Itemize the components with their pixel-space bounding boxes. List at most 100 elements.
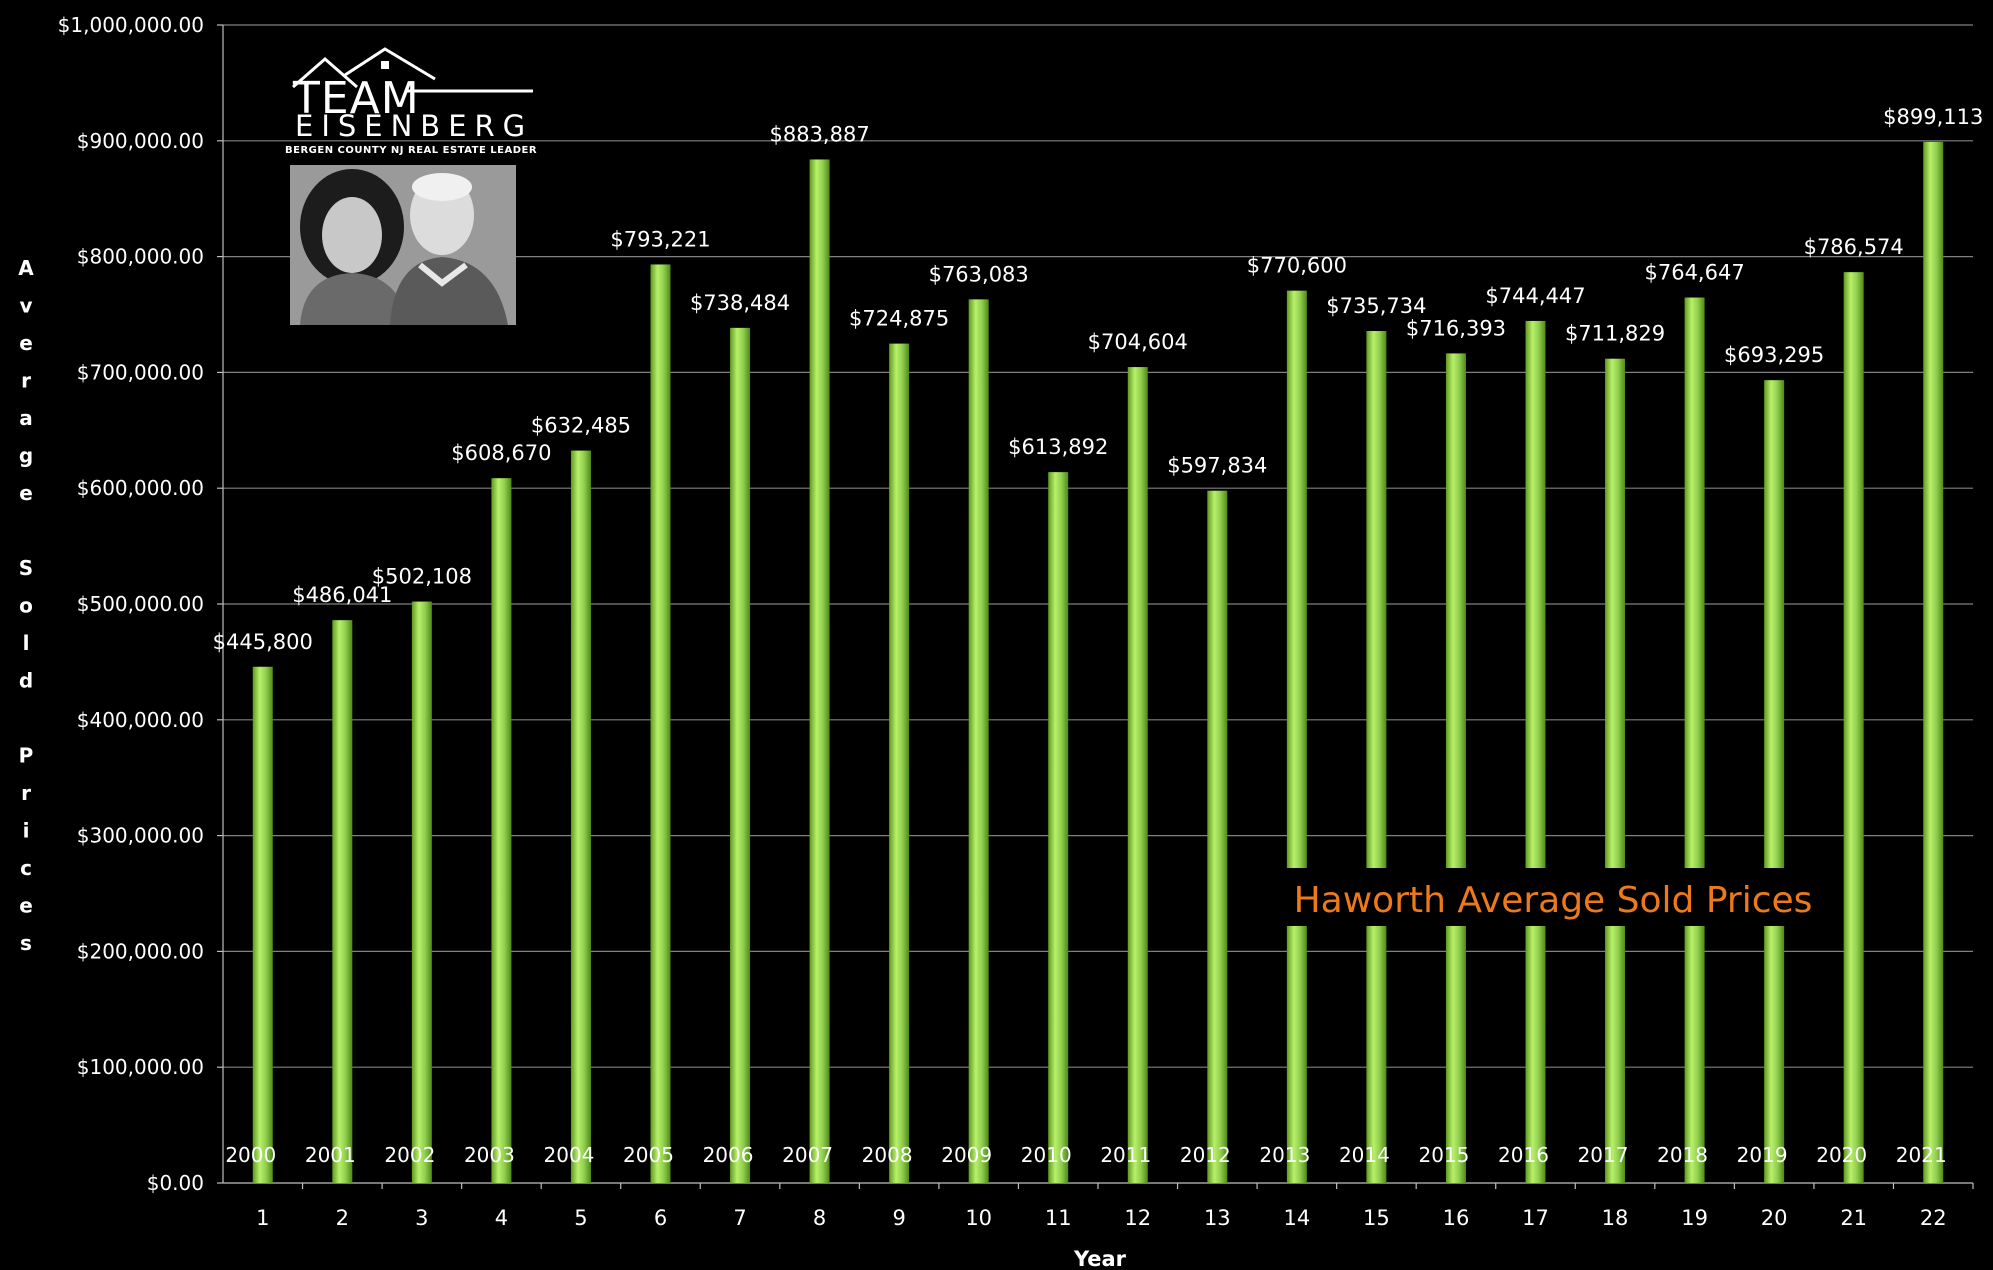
x-tick-label: 2: [336, 1206, 349, 1230]
bar: [650, 264, 671, 1183]
year-label: 2012: [1180, 1143, 1231, 1167]
year-label: 2021: [1896, 1143, 1947, 1167]
y-axis-title-letter: c: [20, 856, 32, 880]
year-label: 2019: [1737, 1143, 1788, 1167]
bar: [1445, 353, 1466, 1184]
data-label: $613,892: [1008, 435, 1108, 459]
x-tick-label: 13: [1204, 1206, 1231, 1230]
data-label: $763,083: [929, 262, 1029, 286]
year-label: 2013: [1259, 1143, 1310, 1167]
y-axis-title-letter: r: [21, 369, 31, 393]
x-tick-label: 19: [1681, 1206, 1708, 1230]
year-label: 2000: [225, 1143, 276, 1167]
year-label: 2018: [1657, 1143, 1708, 1167]
year-label: 2016: [1498, 1143, 1549, 1167]
bar: [968, 299, 989, 1184]
team-eisenberg-logo: TEAM EISENBERG BERGEN COUNTY NJ REAL EST…: [285, 45, 545, 330]
bar: [570, 450, 591, 1183]
year-label: 2009: [941, 1143, 992, 1167]
y-axis-title-letter: g: [19, 444, 33, 468]
bar: [1843, 272, 1864, 1183]
data-label: $502,108: [372, 565, 472, 589]
bar: [1127, 367, 1148, 1183]
y-axis-title-letter: e: [19, 481, 33, 505]
y-tick-label: $1,000,000.00: [58, 13, 204, 37]
year-label: 2010: [1021, 1143, 1072, 1167]
year-label: 2011: [1100, 1143, 1151, 1167]
data-label: $632,485: [531, 414, 631, 438]
y-tick-label: $700,000.00: [77, 360, 204, 384]
y-axis-title-letter: l: [23, 631, 30, 655]
year-labels: 2000 2001 2002 2003 2004 2005 2006 2007 2008 2009…: [225, 1143, 1946, 1167]
data-label: $704,604: [1088, 330, 1188, 354]
bar: [809, 159, 830, 1183]
logo-team-text: TEAM: [293, 73, 420, 124]
x-tick-label: 15: [1363, 1206, 1390, 1230]
x-tick-label: 16: [1443, 1206, 1470, 1230]
bar: [1207, 490, 1228, 1183]
bar: [1048, 472, 1069, 1184]
bar: [1605, 358, 1626, 1183]
gridlines: [217, 24, 1974, 1189]
y-tick-label: $400,000.00: [77, 708, 204, 732]
x-tick-label: 10: [965, 1206, 992, 1230]
y-axis-title-letter: d: [19, 669, 33, 693]
data-label: $764,647: [1644, 261, 1744, 285]
year-label: 2003: [464, 1143, 515, 1167]
y-tick-label: $900,000.00: [77, 129, 204, 153]
logo-tagline: BERGEN COUNTY NJ REAL ESTATE LEADER: [285, 145, 538, 156]
y-tick-label: $300,000.00: [77, 824, 204, 848]
x-tick-label: 11: [1045, 1206, 1072, 1230]
data-label: $744,447: [1485, 284, 1585, 308]
x-tick-label: 20: [1761, 1206, 1788, 1230]
y-tick-label: $500,000.00: [77, 592, 204, 616]
x-tick-label: 22: [1920, 1206, 1947, 1230]
x-tick-label: 5: [574, 1206, 587, 1230]
x-tick-label: 6: [654, 1206, 667, 1230]
data-label: $738,484: [690, 291, 790, 315]
year-label: 2006: [703, 1143, 754, 1167]
bars: [252, 141, 1944, 1184]
x-tick-label: 9: [892, 1206, 905, 1230]
y-axis-title-letter: v: [19, 294, 32, 318]
overlay-title: Haworth Average Sold Prices: [1294, 880, 1813, 921]
x-tick-label: 21: [1840, 1206, 1867, 1230]
y-axis-title-letter: A: [18, 256, 34, 280]
agents-photo: [290, 165, 516, 325]
bar: [1366, 331, 1387, 1183]
x-tick-label: 8: [813, 1206, 826, 1230]
year-label: 2004: [544, 1143, 595, 1167]
bar: [730, 327, 751, 1183]
data-label: $716,393: [1406, 316, 1506, 340]
x-tick-label: 3: [415, 1206, 428, 1230]
x-tick-label: 14: [1283, 1206, 1310, 1230]
data-label: $786,574: [1804, 235, 1904, 259]
y-tick-label: $100,000.00: [77, 1055, 204, 1079]
y-axis-title-letter: e: [19, 894, 33, 918]
data-label: $445,800: [213, 630, 313, 654]
data-label: $899,113: [1883, 105, 1983, 129]
y-axis-title-letter: s: [20, 931, 32, 955]
data-labels: $445,800 $486,041$502,108 $608,670 $632,485…: [213, 105, 1984, 654]
data-label: $486,041: [292, 583, 392, 607]
year-label: 2008: [862, 1143, 913, 1167]
bar: [889, 343, 910, 1184]
y-tick-label: $200,000.00: [77, 939, 204, 963]
x-tick-label: 18: [1602, 1206, 1629, 1230]
year-label: 2017: [1578, 1143, 1629, 1167]
bar: [252, 666, 273, 1183]
y-tick-label: $800,000.00: [77, 245, 204, 269]
data-label: $735,734: [1326, 294, 1426, 318]
x-axis-title: Year: [1073, 1247, 1127, 1270]
logo-name-text: EISENBERG: [295, 109, 534, 143]
y-axis-title-letter: e: [19, 331, 33, 355]
bar: [1525, 320, 1546, 1183]
y-axis-title-letter: a: [19, 406, 33, 430]
y-axis-title-letter: S: [19, 556, 33, 580]
x-tick-label: 12: [1124, 1206, 1151, 1230]
data-label: $770,600: [1247, 254, 1347, 278]
data-label: $793,221: [610, 227, 710, 251]
data-label: $724,875: [849, 307, 949, 331]
x-tick-label: 17: [1522, 1206, 1549, 1230]
